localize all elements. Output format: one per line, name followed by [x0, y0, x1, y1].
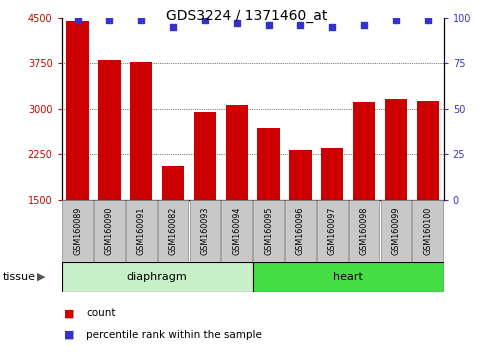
Bar: [190, 200, 220, 262]
Text: GDS3224 / 1371460_at: GDS3224 / 1371460_at: [166, 9, 327, 23]
Bar: [126, 200, 156, 262]
Text: GSM160097: GSM160097: [328, 207, 337, 255]
Text: ■: ■: [64, 330, 74, 339]
Bar: [317, 200, 348, 262]
Text: diaphragm: diaphragm: [127, 272, 187, 282]
Text: GSM160094: GSM160094: [232, 207, 241, 255]
Point: [137, 17, 145, 22]
Point: [169, 24, 177, 30]
Text: GSM160089: GSM160089: [73, 207, 82, 255]
Point: [360, 22, 368, 28]
Bar: [98, 60, 120, 200]
Text: ▶: ▶: [36, 272, 45, 282]
Point: [201, 17, 209, 22]
Bar: [289, 150, 312, 200]
Text: percentile rank within the sample: percentile rank within the sample: [86, 330, 262, 339]
Text: GSM160090: GSM160090: [105, 207, 114, 255]
Text: GSM160082: GSM160082: [169, 207, 177, 255]
Text: GSM160091: GSM160091: [137, 207, 146, 255]
Text: GSM160100: GSM160100: [423, 207, 432, 255]
Text: GSM160099: GSM160099: [391, 207, 400, 255]
Bar: [162, 166, 184, 200]
Bar: [285, 200, 316, 262]
Point: [73, 17, 81, 22]
Point: [328, 24, 336, 30]
Point: [233, 20, 241, 26]
Bar: [194, 112, 216, 200]
Text: GSM160096: GSM160096: [296, 207, 305, 255]
Bar: [321, 148, 344, 200]
Bar: [158, 200, 188, 262]
Point: [296, 22, 304, 28]
Bar: [353, 102, 375, 200]
Bar: [62, 262, 252, 292]
Bar: [349, 200, 380, 262]
Point: [265, 22, 273, 28]
Bar: [67, 21, 89, 200]
Bar: [413, 200, 443, 262]
Text: GSM160095: GSM160095: [264, 207, 273, 255]
Bar: [221, 200, 252, 262]
Bar: [226, 105, 248, 200]
Point: [106, 17, 113, 22]
Text: tissue: tissue: [2, 272, 35, 282]
Bar: [257, 128, 280, 200]
Bar: [94, 200, 125, 262]
Text: GSM160093: GSM160093: [200, 207, 210, 255]
Bar: [252, 262, 444, 292]
Bar: [130, 62, 152, 200]
Text: GSM160098: GSM160098: [359, 207, 369, 255]
Text: count: count: [86, 308, 116, 318]
Bar: [62, 200, 93, 262]
Point: [392, 17, 400, 22]
Text: heart: heart: [333, 272, 363, 282]
Bar: [381, 200, 411, 262]
Point: [424, 17, 432, 22]
Bar: [385, 99, 407, 200]
Bar: [417, 101, 439, 200]
Text: ■: ■: [64, 308, 74, 318]
Bar: [253, 200, 284, 262]
